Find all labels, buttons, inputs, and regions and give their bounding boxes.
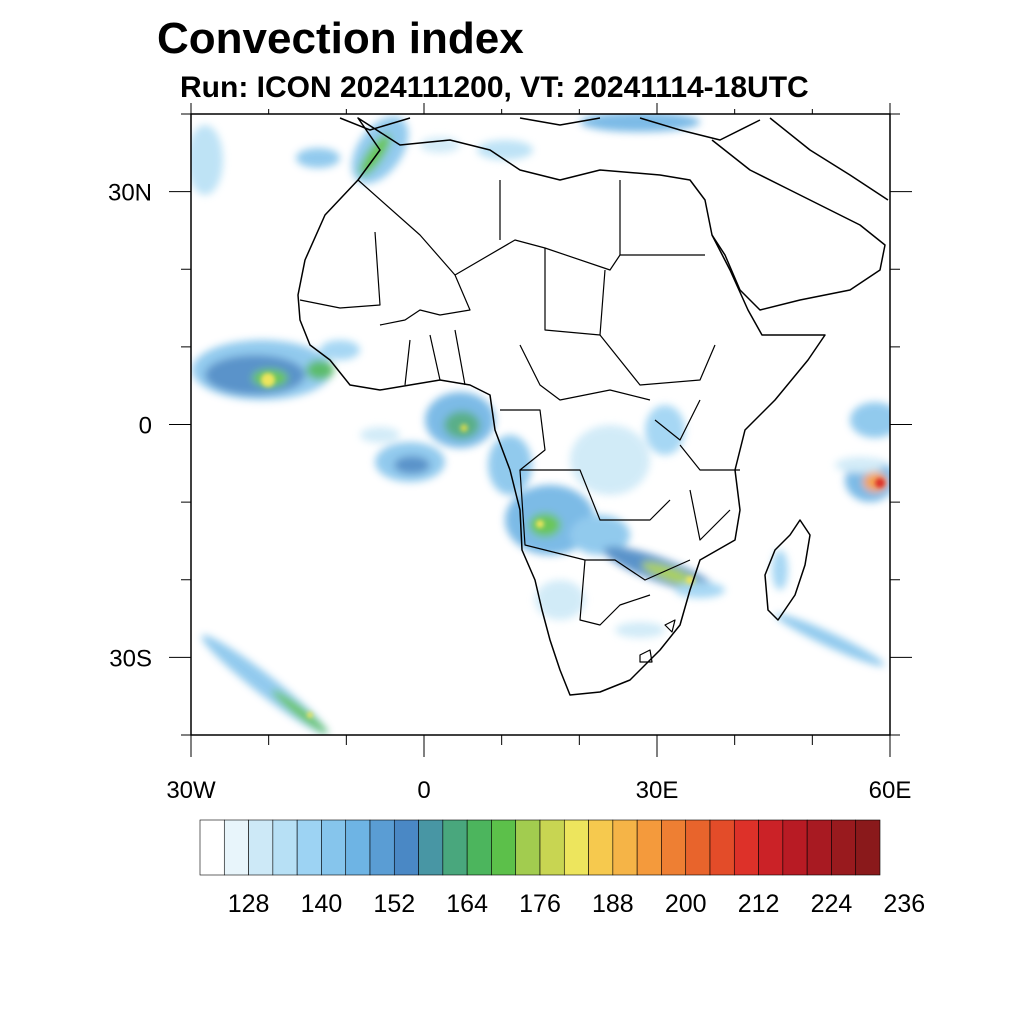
colorbar-swatch: [758, 819, 784, 876]
axis-ticks: [169, 103, 912, 757]
colorbar-swatch: [661, 819, 687, 876]
colorbar-label: 212: [738, 890, 780, 918]
colorbar-swatch: [466, 819, 492, 876]
colorbar-swatch: [491, 819, 517, 876]
colorbar-swatch: [272, 819, 298, 876]
longitude-labels: 30W 0 30E 60E: [166, 777, 911, 804]
colorbar-swatch: [612, 819, 638, 876]
colorbar-swatch: [345, 819, 371, 876]
madagascar-coastline: [764, 519, 811, 621]
lat-label: 0: [139, 413, 152, 440]
colorbar-swatch: [831, 819, 857, 876]
colorbar-swatch: [806, 819, 832, 876]
colorbar: [199, 819, 881, 876]
colorbar-swatch: [636, 819, 662, 876]
colorbar-swatch: [442, 819, 468, 876]
colorbar-label: 236: [883, 890, 925, 918]
italy-coast: [519, 117, 601, 126]
colorbar-label: 188: [592, 890, 634, 918]
persian-gulf-coast: [769, 117, 889, 201]
arabia-coastline: [711, 139, 886, 311]
colorbar-swatch: [855, 819, 881, 876]
colorbar-swatch: [709, 819, 735, 876]
coastlines: [297, 117, 889, 696]
colorbar-swatch: [588, 819, 614, 876]
lon-label: 60E: [869, 777, 912, 804]
greece-turkey-coast: [639, 117, 761, 141]
lon-label: 30W: [166, 777, 216, 804]
plot-frame: [190, 113, 891, 736]
colorbar-swatch: [515, 819, 541, 876]
colorbar-swatch: [369, 819, 395, 876]
africa-coastline: [297, 117, 826, 696]
colorbar-label: 152: [373, 890, 415, 918]
lon-label: 0: [417, 777, 430, 804]
colorbar-label: 176: [519, 890, 561, 918]
colorbar-label: 140: [301, 890, 343, 918]
chart-subtitle: Run: ICON 2024111200, VT: 20241114-18UTC: [180, 71, 809, 104]
colorbar-swatch: [563, 819, 589, 876]
convection-field: [191, 114, 890, 735]
colorbar-swatch: [418, 819, 444, 876]
colorbar-swatch: [296, 819, 322, 876]
colorbar-labels: 128 140 152 164 176 188 200 212 224 236: [228, 890, 925, 918]
colorbar-swatch: [733, 819, 759, 876]
colorbar-label: 224: [811, 890, 853, 918]
lat-label: 30N: [108, 180, 152, 207]
colorbar-swatch: [223, 819, 249, 876]
colorbar-label: 200: [665, 890, 707, 918]
colorbar-label: 128: [228, 890, 270, 918]
iberia-coast: [339, 117, 411, 131]
colorbar-swatch: [685, 819, 711, 876]
colorbar-swatch: [248, 819, 274, 876]
colorbar-label: 164: [446, 890, 488, 918]
lon-label: 30E: [636, 777, 679, 804]
colorbar-swatch: [393, 819, 419, 876]
colorbar-swatch: [199, 819, 225, 876]
colorbar-swatch: [539, 819, 565, 876]
latitude-labels: 30N 0 30S: [108, 180, 152, 673]
colorbar-swatch: [321, 819, 347, 876]
colorbar-swatch: [782, 819, 808, 876]
chart-title: Convection index: [157, 14, 524, 63]
lat-label: 30S: [109, 645, 152, 672]
